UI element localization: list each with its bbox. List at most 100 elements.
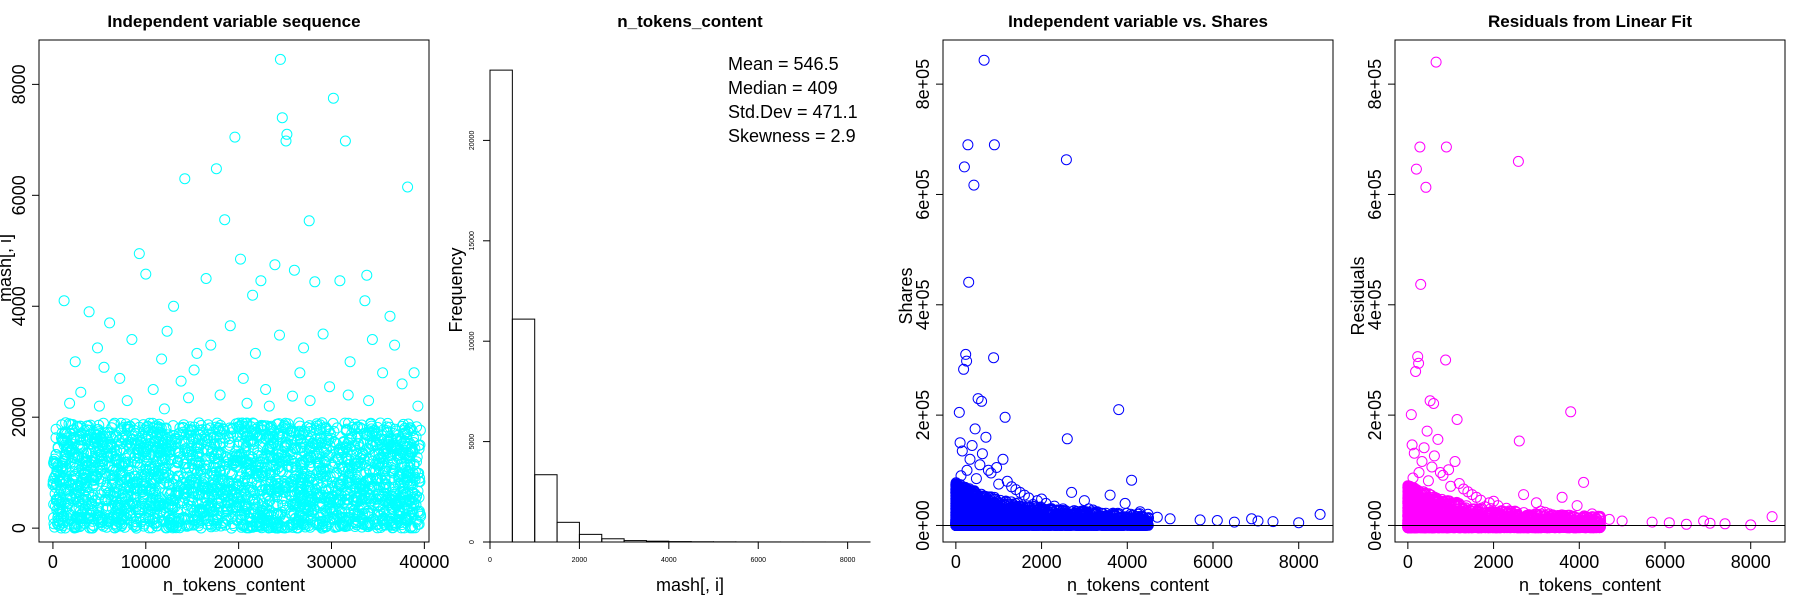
dense-point bbox=[274, 465, 286, 477]
dense-point bbox=[374, 506, 385, 518]
dense-point bbox=[194, 434, 205, 446]
chart-title: n_tokens_content bbox=[617, 12, 763, 31]
dense-point bbox=[247, 494, 259, 506]
x-tick-label: 4000 bbox=[661, 557, 677, 564]
dense-point bbox=[224, 422, 236, 434]
scatter-point bbox=[210, 163, 222, 175]
dense-point bbox=[387, 467, 399, 479]
scatter-point bbox=[98, 361, 110, 373]
y-tick-label: 5000 bbox=[469, 434, 476, 450]
dense-point bbox=[119, 499, 130, 511]
dense-point bbox=[153, 501, 165, 513]
scatter-point bbox=[114, 372, 126, 384]
histogram-bar bbox=[534, 474, 558, 543]
dense-point bbox=[296, 489, 308, 501]
scatter-point bbox=[309, 276, 321, 288]
dense-point bbox=[343, 417, 354, 429]
dense-point bbox=[310, 483, 321, 495]
x-tick-label: 20000 bbox=[214, 552, 264, 572]
dense-point bbox=[311, 449, 322, 461]
x-axis-label: n_tokens_content bbox=[1067, 575, 1209, 596]
dense-point bbox=[294, 483, 306, 495]
dense-point bbox=[397, 418, 409, 430]
scatter-point bbox=[92, 342, 103, 354]
dense-point bbox=[94, 428, 106, 439]
stat-mean: Mean = 546.5 bbox=[728, 54, 839, 74]
dense-point bbox=[409, 522, 421, 534]
stat-skewness: Skewness = 2.9 bbox=[728, 126, 856, 146]
scatter-point bbox=[156, 353, 168, 365]
scatter-point bbox=[280, 135, 292, 147]
dense-point bbox=[107, 464, 119, 476]
dense-point bbox=[385, 450, 397, 461]
scatter-point bbox=[229, 131, 241, 143]
dense-point bbox=[92, 507, 104, 519]
scatter-point bbox=[412, 400, 424, 412]
dense-point bbox=[86, 438, 97, 450]
scatter-point bbox=[200, 273, 212, 284]
dense-point bbox=[220, 456, 232, 468]
dense-point bbox=[206, 446, 218, 458]
dense-point bbox=[208, 453, 220, 465]
dense-point bbox=[378, 487, 390, 499]
dense-point bbox=[312, 518, 323, 530]
stat-median: Median = 409 bbox=[728, 78, 838, 98]
scatter-point bbox=[64, 397, 76, 409]
dense-point bbox=[207, 426, 219, 438]
x-tick-label: 0 bbox=[48, 552, 58, 572]
dense-point bbox=[383, 496, 395, 508]
scatter-point bbox=[140, 268, 152, 280]
dense-point bbox=[315, 433, 327, 445]
dense-point bbox=[400, 495, 412, 507]
dense-point bbox=[49, 453, 60, 465]
scatter-point bbox=[389, 339, 401, 351]
scatter-point bbox=[324, 381, 336, 393]
dense-point bbox=[81, 429, 92, 441]
scatter-point bbox=[126, 334, 138, 345]
dense-point bbox=[134, 461, 146, 473]
dense-point bbox=[139, 478, 151, 490]
dense-point bbox=[329, 437, 341, 449]
scatter-point bbox=[303, 215, 315, 227]
dense-point bbox=[140, 432, 152, 444]
x-tick-label: 40000 bbox=[399, 552, 449, 572]
dense-point bbox=[233, 475, 244, 487]
y-tick-label: 10000 bbox=[469, 331, 476, 351]
x-tick-label: 10000 bbox=[121, 552, 171, 572]
dense-point bbox=[212, 514, 223, 525]
dense-point bbox=[269, 455, 281, 467]
dense-point bbox=[108, 450, 119, 462]
dense-point bbox=[81, 493, 93, 505]
histogram-bar bbox=[556, 521, 580, 543]
dense-point bbox=[378, 424, 390, 436]
dense-point bbox=[120, 474, 132, 486]
dense-point bbox=[219, 490, 231, 502]
scatter-point bbox=[344, 356, 356, 368]
dense-point bbox=[95, 464, 107, 476]
dense-point bbox=[193, 488, 205, 500]
y-tick-label: 0 bbox=[9, 523, 29, 533]
dense-point bbox=[380, 481, 392, 493]
x-tick-label: 2000 bbox=[572, 557, 588, 564]
dense-point bbox=[87, 480, 99, 492]
dense-point bbox=[268, 518, 280, 530]
dense-point bbox=[407, 479, 419, 491]
dense-point bbox=[355, 513, 367, 525]
dense-point bbox=[263, 495, 275, 507]
scatter-point bbox=[183, 392, 194, 404]
dense-point bbox=[402, 487, 414, 498]
dense-point bbox=[95, 433, 107, 445]
dense-point bbox=[381, 435, 393, 447]
dense-point bbox=[402, 450, 413, 462]
dense-point bbox=[161, 429, 173, 441]
dense-point bbox=[365, 495, 376, 507]
dense-point bbox=[191, 451, 203, 462]
dense-point bbox=[108, 470, 120, 482]
dense-point bbox=[382, 417, 394, 429]
scatter-point bbox=[287, 390, 298, 402]
dense-point bbox=[195, 522, 207, 534]
dense-point bbox=[354, 421, 366, 433]
dense-point bbox=[193, 457, 205, 469]
scatter-point bbox=[188, 364, 200, 376]
dense-point bbox=[367, 455, 379, 467]
